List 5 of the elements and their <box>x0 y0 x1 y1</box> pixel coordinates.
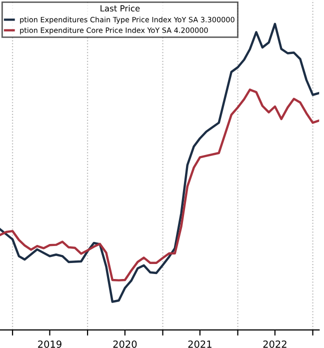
legend-title: Last Price <box>100 5 140 12</box>
x-tick-label: 2020 <box>113 340 137 348</box>
x-tick-label: 2021 <box>188 340 212 348</box>
x-tick-label: 2019 <box>38 340 62 348</box>
x-tick-label: 2022 <box>263 340 286 348</box>
